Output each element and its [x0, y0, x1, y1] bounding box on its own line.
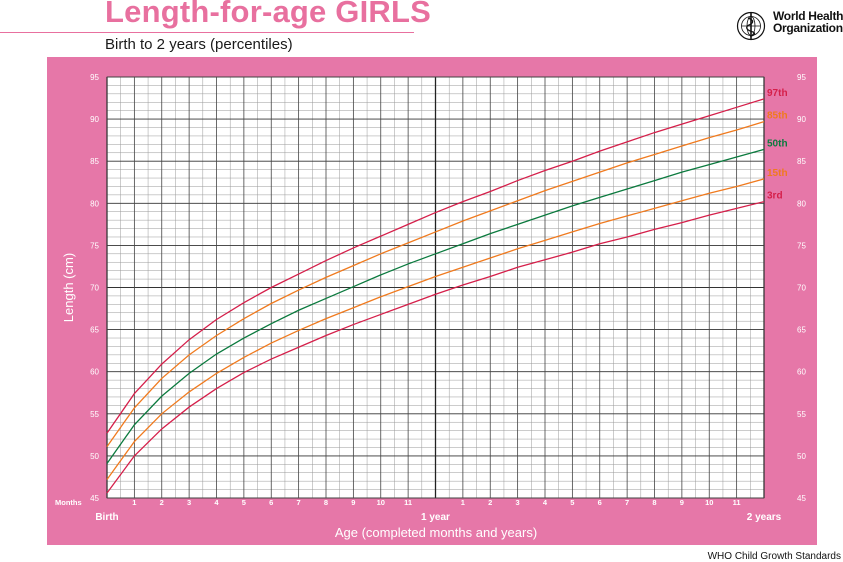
series-label-50th: 50th	[767, 138, 788, 149]
who-logo-line1: World Health	[773, 9, 843, 23]
who-logo-line2: Organization	[773, 21, 843, 35]
y-tick-label: 45	[797, 494, 806, 503]
x-tick-label-month: 8	[652, 498, 656, 507]
source-note: WHO Child Growth Standards	[707, 551, 841, 562]
x-tick-label-month: 6	[598, 498, 602, 507]
y-tick-label: 80	[797, 199, 806, 208]
y-tick-label: 75	[797, 241, 806, 250]
x-tick-label-2-years: 2 years	[747, 512, 782, 523]
y-tick-label: 85	[90, 157, 99, 166]
series-labels: 3rd 15th 50th 85th 97th	[767, 88, 788, 202]
plot-border	[106, 76, 765, 499]
y-tick-labels-left: 45 50 55 60 65 70 75 80 85 90 95	[90, 73, 99, 503]
x-tick-label-month: 7	[625, 498, 629, 507]
y-tick-label: 90	[797, 115, 806, 124]
percentile-curves	[106, 98, 765, 494]
x-tick-label-month: 1	[461, 498, 465, 507]
y-tick-label: 80	[90, 199, 99, 208]
grid-major	[106, 76, 765, 499]
y-tick-label: 95	[90, 73, 99, 82]
y-tick-label: 60	[90, 368, 99, 377]
y-tick-label: 70	[797, 284, 806, 293]
y-tick-label: 85	[797, 157, 806, 166]
series-label-85th: 85th	[767, 111, 788, 122]
x-tick-label-month: 2	[488, 498, 492, 507]
x-tick-label-month: 7	[297, 498, 301, 507]
who-logo-text: World Health Organization	[773, 10, 843, 34]
x-tick-label-month: 9	[680, 498, 684, 507]
page-title: Length-for-age GIRLS	[105, 0, 432, 29]
x-tick-label-month: 4	[543, 498, 548, 507]
series-label-97th: 97th	[767, 88, 788, 99]
y-axis-label: Length (cm)	[61, 253, 76, 322]
x-months-label: Months	[55, 498, 82, 507]
y-tick-label: 70	[90, 284, 99, 293]
x-tick-label-month: 11	[733, 498, 741, 507]
y-tick-label: 90	[90, 115, 99, 124]
who-emblem-icon	[736, 11, 766, 41]
y-tick-labels-right: 45 50 55 60 65 70 75 80 85 90 95	[797, 73, 806, 503]
series-line-50th	[106, 148, 765, 464]
x-tick-label-month: 8	[324, 498, 328, 507]
y-tick-label: 65	[797, 326, 806, 335]
x-tick-label-month: 3	[187, 498, 191, 507]
y-tick-label: 95	[797, 73, 806, 82]
series-label-3rd: 3rd	[767, 191, 783, 202]
x-tick-label-month: 11	[404, 498, 412, 507]
series-line-15th	[106, 178, 765, 480]
y-tick-label: 60	[797, 368, 806, 377]
y-tick-label: 65	[90, 326, 99, 335]
x-tick-label-birth: Birth	[95, 512, 118, 523]
y-tick-label: 50	[797, 452, 806, 461]
y-tick-label: 75	[90, 241, 99, 250]
x-tick-label-month: 10	[377, 498, 385, 507]
x-tick-label-month: 2	[160, 498, 164, 507]
title-underline	[0, 32, 414, 33]
series-line-97th	[106, 98, 765, 434]
page-subtitle: Birth to 2 years (percentiles)	[105, 36, 293, 53]
x-tick-label-month: 10	[705, 498, 713, 507]
x-tick-label-month: 4	[214, 498, 219, 507]
y-tick-label: 45	[90, 494, 99, 503]
x-tick-label-month: 6	[269, 498, 273, 507]
x-tick-label-month: 3	[516, 498, 520, 507]
x-tick-label-month: 9	[351, 498, 355, 507]
y-tick-label: 55	[90, 410, 99, 419]
x-axis-label: Age (completed months and years)	[335, 525, 537, 540]
x-tick-label-month: 5	[570, 498, 574, 507]
x-tick-label-month: 1	[132, 498, 136, 507]
x-tick-label-month: 5	[242, 498, 246, 507]
x-tick-label-1-year: 1 year	[421, 512, 450, 523]
y-tick-label: 50	[90, 452, 99, 461]
series-label-15th: 15th	[767, 168, 788, 179]
y-tick-label: 55	[797, 410, 806, 419]
series-line-3rd	[106, 200, 765, 494]
series-line-85th	[106, 121, 765, 448]
